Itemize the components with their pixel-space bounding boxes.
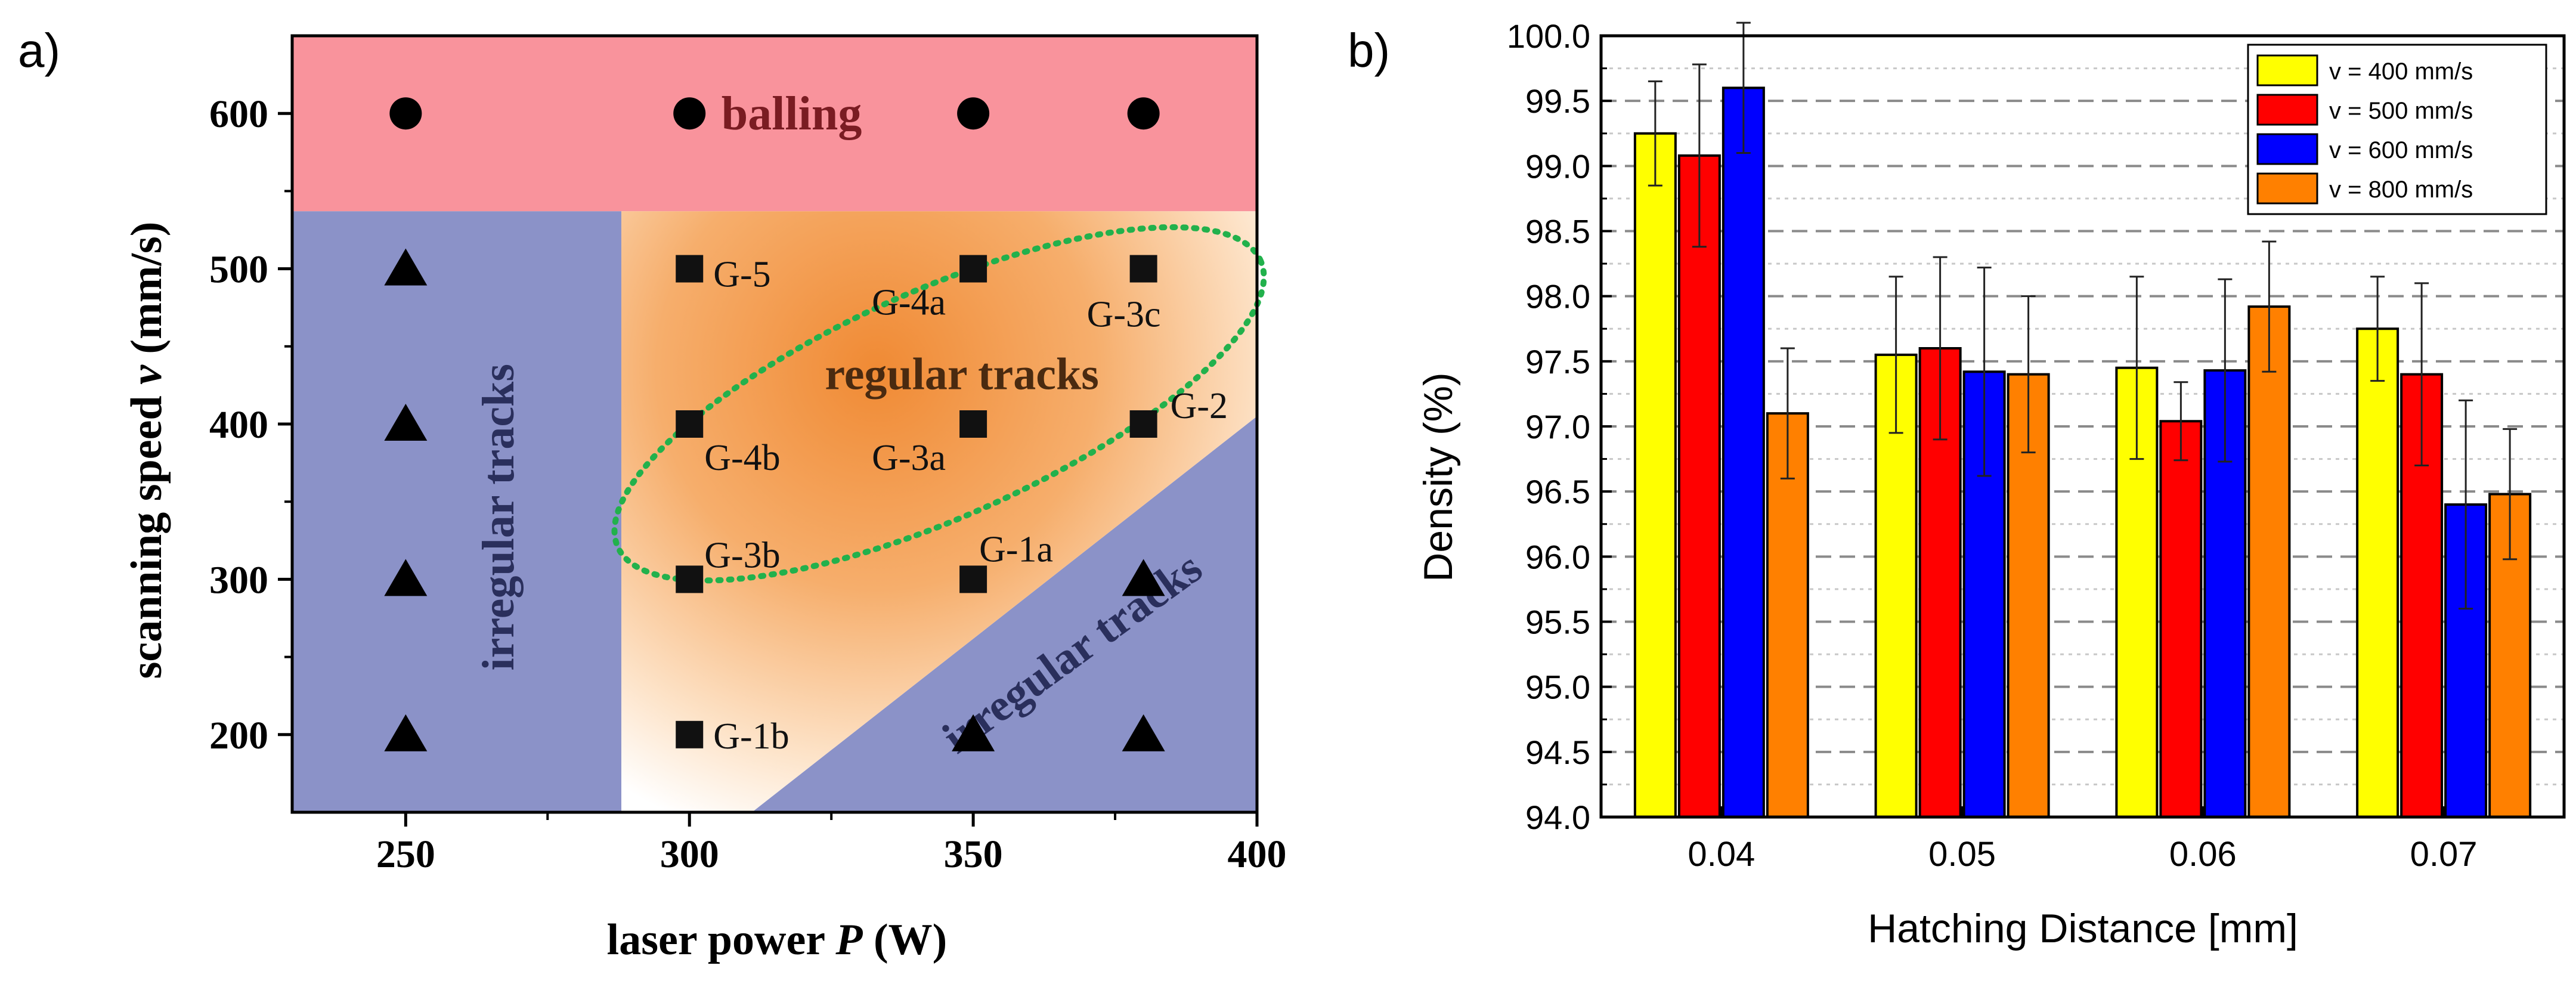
square-marker	[959, 410, 987, 438]
triangle-marker	[952, 714, 995, 751]
y-tick-label-a: 500	[209, 248, 268, 292]
legend-entry: v = 500 mm/s	[2329, 98, 2473, 124]
y-tick-label-b: 99.5	[1525, 82, 1590, 120]
region-label-balling: balling	[722, 88, 862, 140]
legend-entry: v = 400 mm/s	[2329, 58, 2473, 85]
region-balling-0	[292, 36, 1257, 212]
sample-label: G-5	[713, 255, 770, 295]
y-tick-label-a: 400	[209, 403, 268, 447]
x-tick-label-b: 0.07	[2410, 835, 2478, 874]
legend-swatch	[2256, 133, 2318, 165]
circle-marker	[389, 97, 422, 130]
sample-label: G-3a	[872, 438, 946, 478]
square-marker	[676, 720, 704, 748]
y-tick-label-b: 96.0	[1525, 538, 1590, 576]
density-bar	[2247, 305, 2291, 818]
y-tick-label-b: 95.0	[1525, 669, 1590, 706]
region-layer	[292, 36, 1257, 812]
density-bar	[2356, 327, 2399, 818]
y-tick-label-b: 97.0	[1525, 408, 1590, 445]
square-marker	[676, 255, 704, 283]
regular-tracks-ellipse	[611, 224, 1267, 584]
regular-tracks-boundary	[611, 224, 1267, 584]
y-tick-label-b: 100.0	[1507, 17, 1590, 55]
scatter-layer: G-5 G-4a G-3c G-4b G-3a G-2 G-3b G-1a G-1b	[384, 97, 1228, 757]
y-tick-label-b: 95.5	[1525, 604, 1590, 641]
x-axis-label-a: laser power P (W)	[607, 915, 948, 964]
density-bar	[1633, 132, 1677, 818]
sample-label: G-3c	[1087, 295, 1161, 335]
legend-entry: v = 800 mm/s	[2329, 177, 2473, 203]
y-tick-label-b: 98.0	[1525, 278, 1590, 315]
bar-layer	[1633, 21, 2532, 818]
circle-marker	[1127, 97, 1160, 130]
axes-a: 250 300 350 400 200 300 400 500 600	[209, 34, 1287, 876]
panel-b-label: b)	[1348, 24, 1390, 77]
legend-swatch	[2256, 172, 2318, 205]
density-bar	[1677, 154, 1721, 818]
y-axis-label-a: scanning speed v (mm/s)	[122, 222, 171, 679]
x-tick-label-b: 0.06	[2169, 835, 2237, 874]
y-tick-label-a: 200	[209, 714, 268, 757]
y-tick-label-b: 99.0	[1525, 147, 1590, 185]
square-marker	[959, 255, 987, 283]
region-label-irregular-left: irregular tracks	[473, 364, 524, 670]
legend-swatch	[2256, 94, 2318, 126]
circle-marker	[673, 97, 706, 130]
triangle-marker	[1122, 714, 1165, 751]
x-tick-label-a: 350	[944, 833, 1003, 876]
x-tick-label-b: 0.04	[1688, 835, 1755, 874]
axes-b: 94.0 94.5 95.0 95.5 96.0 96.5 97.0 97.5 98.0 98.5…	[1507, 17, 2566, 874]
square-marker	[1129, 255, 1157, 283]
circle-marker	[957, 97, 990, 130]
legend-entry: v = 600 mm/s	[2329, 137, 2473, 163]
sample-label: G-1a	[979, 529, 1053, 570]
triangle-marker	[384, 559, 428, 596]
legend-swatch	[2256, 54, 2318, 86]
region-irregular-tracks-1	[292, 211, 622, 812]
y-axis-label-b: Density (%)	[1416, 372, 1461, 581]
sample-label: G-4b	[704, 438, 780, 478]
square-marker	[1129, 410, 1157, 438]
sample-label: G-3b	[704, 535, 780, 576]
x-tick-label-b: 0.05	[1928, 835, 1996, 874]
y-tick-label-b: 94.0	[1525, 799, 1590, 836]
square-marker	[676, 565, 704, 593]
y-tick-label-b: 97.5	[1525, 343, 1590, 380]
y-tick-label-b: 96.5	[1525, 473, 1590, 510]
triangle-marker	[1122, 559, 1165, 596]
sample-label: G-2	[1171, 386, 1228, 426]
x-tick-label-a: 250	[376, 833, 435, 876]
triangle-marker	[384, 404, 428, 441]
triangle-marker	[384, 714, 428, 751]
y-tick-label-a: 300	[209, 558, 268, 602]
triangle-marker	[384, 248, 428, 286]
y-tick-label-a: 600	[209, 92, 268, 136]
sample-label: G-4a	[872, 283, 946, 323]
legend: v = 400 mm/s v = 500 mm/s v = 600 mm/s v = …	[2247, 44, 2547, 215]
y-tick-label-b: 94.5	[1525, 734, 1590, 771]
panel-a: a) balling regular tracks irregular tracks…	[18, 24, 1287, 964]
region-label-regular: regular tracks	[825, 349, 1098, 400]
panel-a-label: a)	[18, 24, 60, 77]
x-tick-label-a: 300	[660, 833, 719, 876]
x-axis-label-b: Hatching Distance [mm]	[1868, 906, 2298, 951]
panel-b: b) 94.094.595.095.596.096.597.097.598.09…	[1348, 17, 2566, 951]
x-tick-label-a: 400	[1228, 833, 1287, 876]
square-marker	[676, 410, 704, 438]
density-bar	[1722, 86, 1765, 818]
density-bar	[2159, 420, 2203, 818]
square-marker	[959, 565, 987, 593]
y-tick-label-b: 98.5	[1525, 213, 1590, 250]
sample-label: G-1b	[713, 716, 789, 757]
